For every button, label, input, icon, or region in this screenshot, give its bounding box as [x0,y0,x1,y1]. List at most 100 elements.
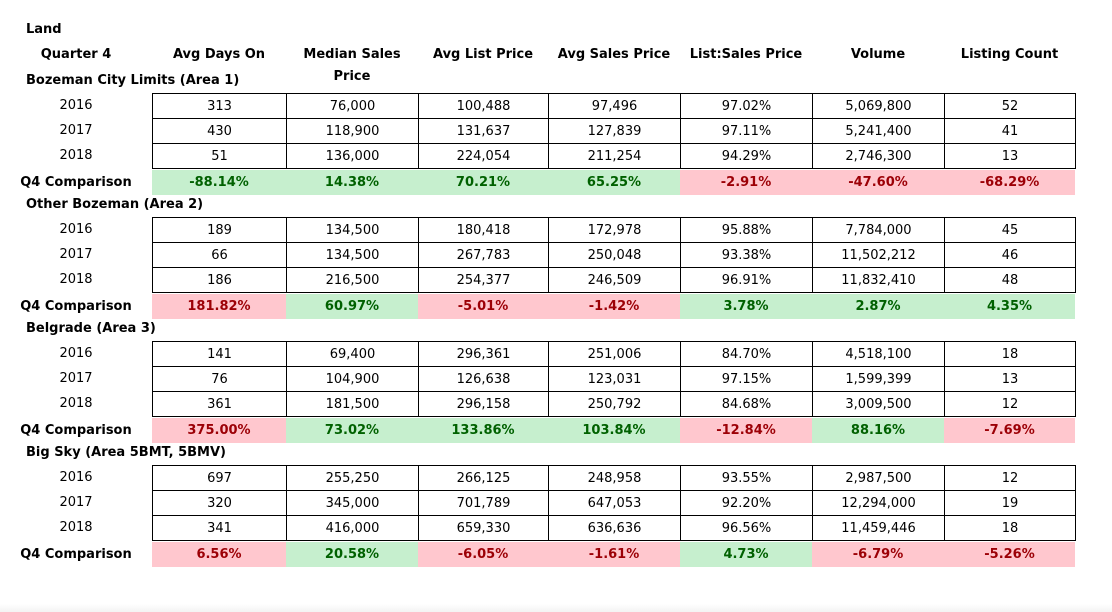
cell-volume: 7,784,000 [812,217,945,243]
data-grid: 189 134,500 180,418 172,978 95.88% 7,784,000 4… [152,217,1076,293]
column-header-median-sales-price: Median Sales Price [303,47,401,84]
comparison-cell-volume: -6.79% [812,542,944,567]
table-row: 361 181,500 296,158 250,792 84.68% 3,009,500 1… [152,391,1076,417]
cell-list-sales-price: 97.15% [680,366,813,392]
cell-volume: 11,502,212 [812,242,945,268]
cell-avg-list-price: 254,377 [418,267,549,293]
comparison-cell-median-sales-price: 73.02% [286,418,418,443]
cell-list-sales-price: 92.20% [680,490,813,516]
cell-list-sales-price: 93.55% [680,465,813,491]
row-year-label: 2018 [59,272,93,287]
data-grid: 697 255,250 266,125 248,958 93.55% 2,987,500 1… [152,465,1076,541]
cell-volume: 11,459,446 [812,515,945,541]
comparison-cell-median-sales-price: 20.58% [286,542,418,567]
cell-list-sales-price: 96.91% [680,267,813,293]
cell-median-sales-price: 104,900 [286,366,419,392]
comparison-cell-avg-sales-price: -1.61% [548,542,680,567]
section-title: Bozeman City Limits (Area 1) [26,73,240,88]
cell-avg-list-price: 180,418 [418,217,549,243]
report-title: Land [26,22,62,37]
cell-list-sales-price: 95.88% [680,217,813,243]
cell-list-sales-price: 93.38% [680,242,813,268]
cell-volume: 1,599,399 [812,366,945,392]
section-bozeman-city-limits-area-1: Bozeman City Limits (Area 1) 2016 2017 2018… [0,70,1112,196]
cell-avg-list-price: 131,637 [418,118,549,144]
cell-list-sales-price: 84.70% [680,341,813,367]
comparison-label: Q4 Comparison [20,423,132,438]
cell-avg-sales-price: 211,254 [548,143,681,169]
cell-avg-list-price: 296,361 [418,341,549,367]
table-row: 430 118,900 131,637 127,839 97.11% 5,241,400 4… [152,118,1076,144]
comparison-cell-avg-days-on: 6.56% [152,542,286,567]
table-row: 51 136,000 224,054 211,254 94.29% 2,746,300 13 [152,143,1076,169]
cell-volume: 2,746,300 [812,143,945,169]
page-bottom-edge [0,604,1112,612]
column-header-quarter-4: Quarter 4 [40,47,112,62]
cell-listing-count: 45 [944,217,1076,243]
comparison-cell-avg-days-on: 181.82% [152,294,286,319]
section-title: Other Bozeman (Area 2) [26,197,204,212]
table-row: 313 76,000 100,488 97,496 97.02% 5,069,800 52 [152,93,1076,119]
cell-volume: 2,987,500 [812,465,945,491]
column-header-list-sales-price: List:Sales Price [689,47,803,62]
section-title: Big Sky (Area 5BMT, 5BMV) [26,445,226,460]
cell-avg-sales-price: 97,496 [548,93,681,119]
table-row: 697 255,250 266,125 248,958 93.55% 2,987,500 1… [152,465,1076,491]
cell-median-sales-price: 345,000 [286,490,419,516]
cell-avg-days-on: 66 [152,242,287,268]
cell-median-sales-price: 134,500 [286,242,419,268]
comparison-cell-avg-sales-price: 65.25% [548,170,680,195]
row-year-label: 2017 [59,123,93,138]
comparison-cell-avg-list-price: -5.01% [418,294,548,319]
comparison-cell-volume: 2.87% [812,294,944,319]
cell-listing-count: 12 [944,391,1076,417]
table-row: 189 134,500 180,418 172,978 95.88% 7,784,000 4… [152,217,1076,243]
cell-avg-sales-price: 246,509 [548,267,681,293]
cell-avg-days-on: 430 [152,118,287,144]
cell-median-sales-price: 136,000 [286,143,419,169]
section-big-sky-area-5bmt-5bmv: Big Sky (Area 5BMT, 5BMV) 2016 2017 2018 697… [0,442,1112,568]
comparison-cell-median-sales-price: 14.38% [286,170,418,195]
table-row: 76 104,900 126,638 123,031 97.15% 1,599,399 13 [152,366,1076,392]
cell-avg-days-on: 141 [152,341,287,367]
cell-avg-days-on: 320 [152,490,287,516]
cell-avg-list-price: 296,158 [418,391,549,417]
row-year-label: 2016 [59,470,93,485]
cell-avg-days-on: 186 [152,267,287,293]
comparison-cell-volume: 88.16% [812,418,944,443]
cell-avg-days-on: 313 [152,93,287,119]
cell-listing-count: 52 [944,93,1076,119]
comparison-cell-listing-count: -68.29% [944,170,1075,195]
cell-avg-list-price: 701,789 [418,490,549,516]
cell-avg-sales-price: 172,978 [548,217,681,243]
cell-median-sales-price: 134,500 [286,217,419,243]
row-year-label: 2018 [59,520,93,535]
cell-listing-count: 19 [944,490,1076,516]
cell-avg-sales-price: 251,006 [548,341,681,367]
comparison-cell-median-sales-price: 60.97% [286,294,418,319]
cell-median-sales-price: 76,000 [286,93,419,119]
cell-listing-count: 13 [944,143,1076,169]
column-header-volume: Volume [850,47,906,62]
table-row: 341 416,000 659,330 636,636 96.56% 11,459,446… [152,515,1076,541]
column-header-avg-sales-price: Avg Sales Price [557,47,671,62]
row-year-label: 2017 [59,495,93,510]
cell-list-sales-price: 97.02% [680,93,813,119]
comparison-row: 181.82% 60.97% -5.01% -1.42% 3.78% 2.87% 4.35% [152,294,1075,319]
cell-median-sales-price: 118,900 [286,118,419,144]
cell-median-sales-price: 255,250 [286,465,419,491]
comparison-cell-list-sales-price: 3.78% [680,294,812,319]
cell-avg-days-on: 51 [152,143,287,169]
cell-avg-days-on: 341 [152,515,287,541]
cell-avg-days-on: 189 [152,217,287,243]
cell-listing-count: 41 [944,118,1076,144]
comparison-cell-listing-count: 4.35% [944,294,1075,319]
cell-avg-list-price: 100,488 [418,93,549,119]
cell-list-sales-price: 97.11% [680,118,813,144]
row-year-label: 2016 [59,98,93,113]
table-row: 320 345,000 701,789 647,053 92.20% 12,294,000… [152,490,1076,516]
data-grid: 141 69,400 296,361 251,006 84.70% 4,518,100 18… [152,341,1076,417]
cell-avg-list-price: 266,125 [418,465,549,491]
comparison-cell-list-sales-price: -12.84% [680,418,812,443]
section-belgrade-area-3: Belgrade (Area 3) 2016 2017 2018 141 69,400 29… [0,318,1112,444]
